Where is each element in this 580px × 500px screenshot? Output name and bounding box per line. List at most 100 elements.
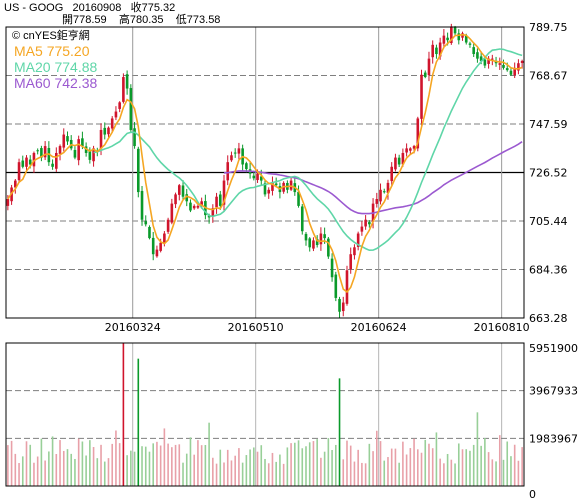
volume-bar (368, 443, 371, 486)
candle-body (457, 33, 461, 41)
volume-bar (267, 463, 270, 486)
candle-body (189, 202, 192, 211)
volume-bar (219, 449, 222, 486)
candle-body (479, 56, 483, 61)
candle-body (334, 274, 338, 298)
candle-body (397, 157, 401, 165)
volume-bar (405, 454, 408, 486)
candle-body (327, 238, 330, 257)
close-value: 775.32 (141, 2, 176, 14)
volume-bar (428, 443, 430, 486)
candle-body (263, 183, 267, 195)
candle-body (468, 43, 472, 45)
candle-body (103, 127, 107, 135)
volume-bar (14, 453, 17, 486)
candle-body (520, 60, 524, 63)
ma20-line (93, 48, 523, 252)
volume-bar (159, 445, 162, 486)
candle-body (438, 42, 442, 57)
volume-bar (342, 459, 345, 486)
candle-body (416, 118, 420, 149)
candle-body (47, 147, 51, 163)
volume-bar (122, 343, 125, 486)
volume-axis-label: 5951900 (529, 342, 578, 355)
volume-bar (144, 446, 147, 486)
volume-bar (495, 461, 497, 486)
candle-body (308, 238, 312, 248)
legend-ma20: MA20 774.88 (14, 59, 97, 75)
candle-body (442, 35, 446, 44)
volume-bar (439, 458, 441, 486)
legend-ma60-value: 742.38 (54, 75, 98, 91)
volume-bar (55, 453, 58, 486)
volume-bar (10, 440, 13, 486)
candle-body (401, 152, 405, 165)
volume-bar (375, 430, 378, 486)
candle-body (476, 52, 479, 59)
candle-body (423, 72, 427, 78)
price-axis-label: 663.28 (529, 312, 568, 325)
volume-bar (200, 445, 203, 486)
volume-bar (323, 451, 326, 486)
volume-bar (349, 445, 352, 486)
volume-bar (435, 432, 438, 486)
price-axis-label: 705.44 (529, 215, 568, 228)
candle-body (32, 152, 36, 167)
volume-bar (21, 456, 24, 486)
quote-header-line2: 開778.59 高780.35 低773.58 (62, 14, 220, 27)
candle-body (364, 219, 367, 227)
volume-bar (44, 460, 46, 486)
volume-bar (446, 453, 449, 486)
volume-bar (36, 456, 39, 486)
volume-axis-label: 3967933 (529, 385, 578, 398)
candle-body (174, 194, 177, 205)
volume-bar (74, 458, 76, 486)
quote-date: 20160908 (72, 2, 122, 14)
candle-body (77, 139, 80, 161)
volume-bar (335, 444, 337, 486)
candle-body (166, 219, 170, 232)
volume-bar (253, 447, 255, 486)
volume-bar (379, 441, 382, 486)
volume-bar (487, 452, 490, 486)
volume-bar (312, 441, 315, 486)
volume-bar (327, 438, 330, 486)
volume-bar (40, 438, 43, 486)
volume-bar (59, 440, 61, 486)
candle-body (233, 152, 237, 154)
legend-ma5: MA5 775.20 (14, 43, 90, 59)
price-axis-label: 768.67 (529, 70, 568, 83)
candle-body (237, 148, 241, 154)
price-axis-label: 726.52 (529, 166, 568, 179)
candle-body (382, 191, 386, 193)
volume-bar (394, 448, 397, 486)
candle-body (51, 163, 54, 167)
price-axis-label: 789.75 (529, 21, 568, 34)
volume-bar (469, 450, 471, 486)
volume-bar (443, 463, 445, 486)
volume-bar (413, 438, 415, 486)
volume-bar (208, 422, 210, 486)
volume-bar (409, 448, 412, 486)
volume-bar (387, 457, 389, 486)
volume-axis-label: 0 (529, 488, 536, 500)
candle-body (185, 194, 189, 202)
volume-bar (286, 447, 289, 486)
legend-ma5-name: MA5 (14, 43, 43, 59)
candle-body (338, 298, 341, 312)
candle-body (66, 136, 69, 142)
candle-body (25, 157, 28, 167)
candle-body (58, 146, 62, 154)
volume-bar (457, 443, 460, 486)
volume-bar (256, 451, 259, 486)
candle-body (517, 63, 520, 71)
candle-body (319, 233, 323, 245)
candle-body (312, 240, 315, 249)
candle-body (464, 35, 468, 43)
candle-body (230, 155, 233, 161)
volume-bar (264, 458, 266, 486)
date-axis-label: 20160624 (351, 321, 407, 334)
volume-bar (271, 452, 274, 486)
cnyes-watermark: © cnYES鉅亨網 (12, 30, 90, 42)
candle-body (62, 134, 66, 148)
